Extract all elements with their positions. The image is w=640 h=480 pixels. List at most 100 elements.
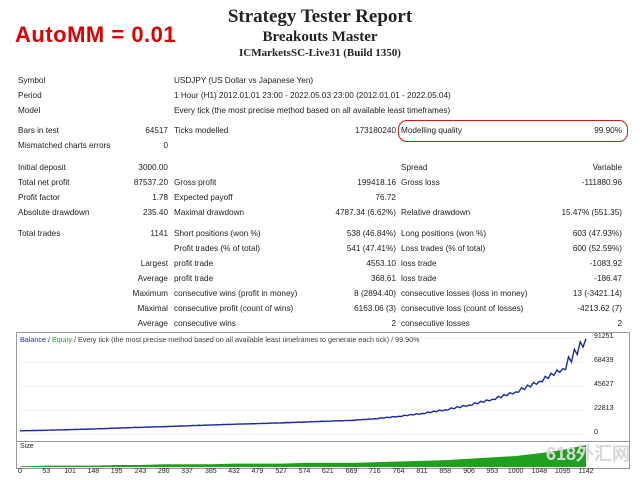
average-consecutive-label: Average xyxy=(137,319,168,328)
largest-loss-label: loss trade xyxy=(401,259,437,268)
profit-trades-label: Profit trades (% of total) xyxy=(174,244,261,253)
short-positions-label: Short positions (won %) xyxy=(174,229,261,238)
legend-balance: Balance xyxy=(20,335,46,344)
x-tick-label: 1000 xyxy=(507,468,524,475)
average-loss-label: loss trade xyxy=(401,274,437,283)
relative-drawdown-value: 15.47% (551.35) xyxy=(561,208,622,217)
size-area xyxy=(20,445,586,467)
bars-label: Bars in test xyxy=(18,126,59,135)
relative-drawdown-label: Relative drawdown xyxy=(401,208,471,217)
x-tick-label: 479 xyxy=(251,468,264,475)
short-positions-value: 538 (46.84%) xyxy=(346,229,396,238)
gross-profit-label: Gross profit xyxy=(174,178,217,187)
initial-deposit-value: 3000.00 xyxy=(138,163,168,172)
symbol-value: USDJPY (US Dollar vs Japanese Yen) xyxy=(174,76,314,85)
average-label: Average xyxy=(137,274,168,283)
bars-value: 64517 xyxy=(145,126,168,135)
average-loss-value: -186.47 xyxy=(594,274,622,283)
y-tick-label: 91251 xyxy=(594,333,614,340)
maximal-drawdown-value: 4787.34 (6.62%) xyxy=(335,208,396,217)
avg-consecutive-wins-value: 2 xyxy=(391,319,396,328)
profit-trades-value: 541 (47.41%) xyxy=(346,244,396,253)
x-tick-label: 764 xyxy=(392,468,405,475)
mismatch-value: 0 xyxy=(163,141,168,150)
x-tick-label: 101 xyxy=(64,468,76,475)
max-consecutive-losses-value: 13 (-3421.14) xyxy=(572,289,622,298)
symbol-label: Symbol xyxy=(18,76,46,85)
server-build: ICMarketsSC-Live31 (Build 1350) xyxy=(239,47,401,59)
x-tick-label: 148 xyxy=(87,468,100,475)
net-profit-value: 87537.20 xyxy=(133,178,168,187)
long-positions-value: 603 (47.93%) xyxy=(572,229,622,238)
maximal-label: Maximal xyxy=(137,304,168,313)
max-consecutive-wins-label: consecutive wins (profit in money) xyxy=(174,289,298,298)
avg-consecutive-losses-value: 2 xyxy=(617,319,622,328)
largest-loss-value: -1083.92 xyxy=(589,259,622,268)
balance-line xyxy=(19,338,587,432)
x-tick-label: 0 xyxy=(18,468,22,475)
expected-payoff-label: Expected payoff xyxy=(174,193,233,202)
x-tick-label: 527 xyxy=(275,468,288,475)
automm-badge: AutoMM = 0.01 xyxy=(15,22,177,47)
total-trades-label: Total trades xyxy=(18,229,61,238)
profit-factor-value: 1.78 xyxy=(152,193,168,202)
x-tick-label: 53 xyxy=(42,468,51,475)
maximum-label: Maximum xyxy=(132,289,168,298)
legend-separator: / xyxy=(45,335,52,344)
x-tick-label: 716 xyxy=(369,468,381,475)
balance-chart xyxy=(19,337,587,435)
max-consecutive-wins-value: 8 (2894.40) xyxy=(354,289,396,298)
gross-loss-label: Gross loss xyxy=(401,178,440,187)
largest-profit-label: profit trade xyxy=(174,259,214,268)
gross-profit-value: 199418.16 xyxy=(357,178,396,187)
ticks-label: Ticks modelled xyxy=(174,126,229,135)
spread-label: Spread xyxy=(401,163,428,172)
report-title: Strategy Tester Report xyxy=(227,6,413,27)
initial-deposit-label: Initial deposit xyxy=(18,163,66,172)
expected-payoff-value: 76.72 xyxy=(375,193,397,202)
expert-name: Breakouts Master xyxy=(262,29,378,45)
x-tick-label: 1095 xyxy=(554,468,571,475)
x-tick-label: 290 xyxy=(157,468,170,475)
x-tick-label: 337 xyxy=(181,468,193,475)
profit-factor-label: Profit factor xyxy=(18,193,60,202)
y-tick-label: 68439 xyxy=(594,356,614,364)
watermark: 618外汇网 xyxy=(545,444,630,464)
legend-description: / Every tick (the most precise method ba… xyxy=(71,335,420,344)
net-profit-label: Total net profit xyxy=(18,178,70,187)
maximal-drawdown-label: Maximal drawdown xyxy=(174,208,245,217)
x-tick-label: 385 xyxy=(204,468,217,475)
size-chart-label: Size xyxy=(20,443,34,450)
x-tick-label: 1048 xyxy=(531,468,548,475)
maximal-consecutive-profit-value: 6163.06 (3) xyxy=(354,304,396,313)
maximal-consecutive-profit-label: consecutive profit (count of wins) xyxy=(174,304,294,313)
x-tick-label: 243 xyxy=(134,468,147,475)
x-tick-label: 811 xyxy=(416,468,428,475)
gross-loss-value: -111880.96 xyxy=(581,178,622,187)
avg-consecutive-losses-label: consecutive losses xyxy=(401,319,470,328)
modelling-quality-value: 99.90% xyxy=(594,126,622,135)
x-tick-label: 574 xyxy=(298,468,311,475)
size-chart xyxy=(20,445,586,467)
x-tick-label: 953 xyxy=(486,468,499,475)
loss-trades-value: 600 (52.59%) xyxy=(572,244,622,253)
maximal-consecutive-loss-label: consecutive loss (count of losses) xyxy=(401,304,524,313)
modelling-quality-label: Modelling quality xyxy=(401,126,462,135)
absolute-drawdown-value: 235.40 xyxy=(142,208,168,217)
period-value: 1 Hour (H1) 2012.01.01 23:00 - 2022.05.0… xyxy=(174,91,451,100)
modelling-quality-highlight xyxy=(398,120,628,142)
x-tick-label: 669 xyxy=(345,468,358,475)
x-tick-label: 621 xyxy=(321,468,334,475)
y-tick-label: 45627 xyxy=(594,380,614,388)
period-label: Period xyxy=(18,91,42,100)
total-trades-value: 1141 xyxy=(150,229,168,238)
x-tick-label: 195 xyxy=(110,468,123,475)
x-tick-label: 1142 xyxy=(578,468,594,475)
y-tick-label: 22813 xyxy=(594,404,614,412)
x-tick-label: 858 xyxy=(439,468,452,475)
mismatch-label: Mismatched charts errors xyxy=(18,141,111,150)
balance-chart-frame xyxy=(16,332,630,442)
model-value: Every tick (the most precise method base… xyxy=(174,106,451,115)
max-consecutive-losses-label: consecutive losses (loss in money) xyxy=(401,289,528,298)
legend-equity: Equity xyxy=(51,335,72,344)
